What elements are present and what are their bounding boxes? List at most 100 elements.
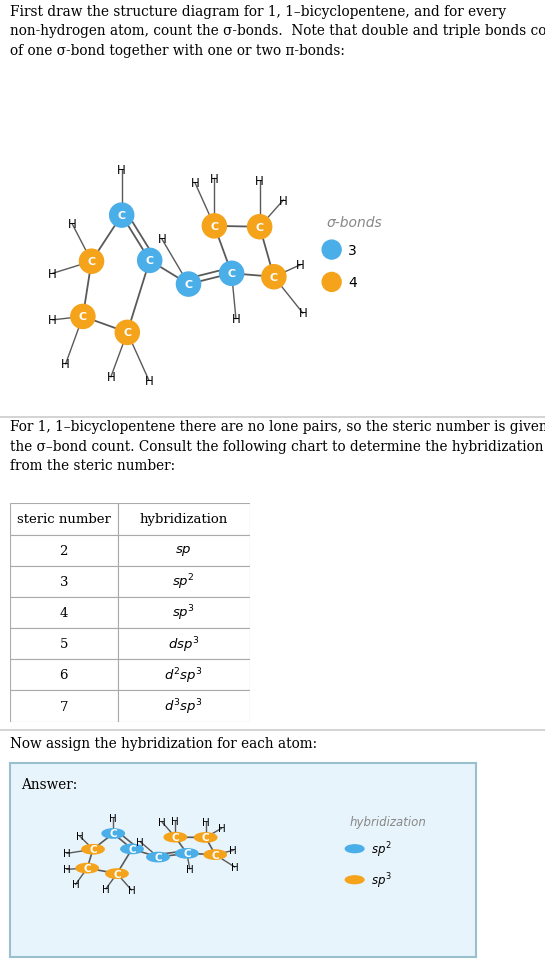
Circle shape <box>175 849 198 859</box>
Text: C: C <box>79 312 87 322</box>
Text: 3: 3 <box>348 243 357 258</box>
FancyBboxPatch shape <box>118 597 250 629</box>
Text: 4: 4 <box>59 607 68 619</box>
Circle shape <box>204 850 226 860</box>
Text: H: H <box>191 177 199 190</box>
Text: $sp^3$: $sp^3$ <box>172 603 195 623</box>
Text: H: H <box>279 195 288 207</box>
Text: $sp^2$: $sp^2$ <box>371 839 391 859</box>
Text: C: C <box>256 223 264 233</box>
Text: H: H <box>63 864 71 874</box>
Circle shape <box>220 262 244 286</box>
Text: H: H <box>106 371 116 384</box>
Text: H: H <box>68 218 76 231</box>
Text: $sp^2$: $sp^2$ <box>172 572 195 591</box>
Text: C: C <box>146 256 154 266</box>
FancyBboxPatch shape <box>10 660 118 691</box>
Text: 6: 6 <box>59 669 68 681</box>
Text: H: H <box>102 884 110 893</box>
Text: H: H <box>217 824 226 833</box>
Text: C: C <box>228 269 235 279</box>
Text: H: H <box>49 314 57 327</box>
Text: C: C <box>113 868 121 879</box>
Text: C: C <box>154 852 162 862</box>
Circle shape <box>346 845 364 853</box>
Text: H: H <box>186 864 193 874</box>
Circle shape <box>202 214 227 238</box>
FancyBboxPatch shape <box>118 504 250 535</box>
Text: H: H <box>229 846 237 856</box>
Text: $sp^3$: $sp^3$ <box>371 870 392 890</box>
Circle shape <box>322 241 341 260</box>
Text: C: C <box>183 849 191 859</box>
Text: H: H <box>63 849 71 859</box>
Text: C: C <box>123 328 131 338</box>
Text: C: C <box>210 222 219 232</box>
FancyBboxPatch shape <box>10 691 118 722</box>
Circle shape <box>262 266 286 290</box>
FancyBboxPatch shape <box>118 629 250 660</box>
Text: H: H <box>110 813 117 823</box>
Circle shape <box>71 305 95 329</box>
Text: H: H <box>49 267 57 280</box>
Circle shape <box>121 844 143 854</box>
Text: H: H <box>298 307 307 320</box>
Text: hybridization: hybridization <box>140 513 228 526</box>
Text: $sp$: $sp$ <box>175 544 192 557</box>
Circle shape <box>82 845 104 854</box>
Text: H: H <box>158 234 166 246</box>
FancyBboxPatch shape <box>10 597 118 629</box>
Text: 7: 7 <box>59 700 68 713</box>
Circle shape <box>80 250 104 274</box>
FancyBboxPatch shape <box>118 535 250 566</box>
FancyBboxPatch shape <box>118 566 250 597</box>
Text: C: C <box>89 844 97 855</box>
Text: H: H <box>144 374 153 388</box>
Circle shape <box>115 321 140 345</box>
Text: H: H <box>128 885 135 895</box>
Text: H: H <box>61 358 70 371</box>
Text: H: H <box>231 862 238 872</box>
Circle shape <box>147 853 169 861</box>
Text: C: C <box>270 272 278 282</box>
Text: C: C <box>211 850 219 860</box>
Circle shape <box>177 272 201 297</box>
Text: H: H <box>255 175 264 188</box>
Text: steric number: steric number <box>17 513 111 526</box>
Text: H: H <box>76 831 84 841</box>
FancyBboxPatch shape <box>10 629 118 660</box>
Text: $d^2sp^3$: $d^2sp^3$ <box>165 666 203 685</box>
FancyBboxPatch shape <box>10 566 118 597</box>
Text: Now assign the hybridization for each atom:: Now assign the hybridization for each at… <box>10 736 317 750</box>
FancyBboxPatch shape <box>10 504 118 535</box>
Text: C: C <box>184 280 192 290</box>
Circle shape <box>322 273 341 292</box>
Text: $dsp^3$: $dsp^3$ <box>168 635 199 654</box>
Text: C: C <box>87 257 95 266</box>
Text: C: C <box>83 863 91 873</box>
Text: 4: 4 <box>348 275 357 290</box>
Text: H: H <box>136 836 144 847</box>
Circle shape <box>76 863 99 873</box>
Circle shape <box>110 203 134 228</box>
Circle shape <box>346 876 364 884</box>
Text: H: H <box>202 817 209 827</box>
Circle shape <box>102 828 124 838</box>
Text: H: H <box>210 172 219 186</box>
Text: C: C <box>172 832 179 842</box>
Circle shape <box>247 215 272 239</box>
Text: H: H <box>232 313 240 326</box>
Circle shape <box>164 832 186 842</box>
Text: C: C <box>202 832 209 843</box>
Circle shape <box>195 833 217 842</box>
Text: 3: 3 <box>59 576 68 588</box>
Text: H: H <box>296 259 305 272</box>
FancyBboxPatch shape <box>10 535 118 566</box>
Text: 5: 5 <box>59 638 68 650</box>
Text: hybridization: hybridization <box>350 815 427 828</box>
Text: First draw the structure diagram for 1, 1–bicyclopentene, and for every
non-hydr: First draw the structure diagram for 1, … <box>10 5 545 58</box>
Text: σ-bonds: σ-bonds <box>326 215 382 230</box>
Text: H: H <box>72 880 80 890</box>
FancyBboxPatch shape <box>118 660 250 691</box>
Text: C: C <box>110 828 117 838</box>
